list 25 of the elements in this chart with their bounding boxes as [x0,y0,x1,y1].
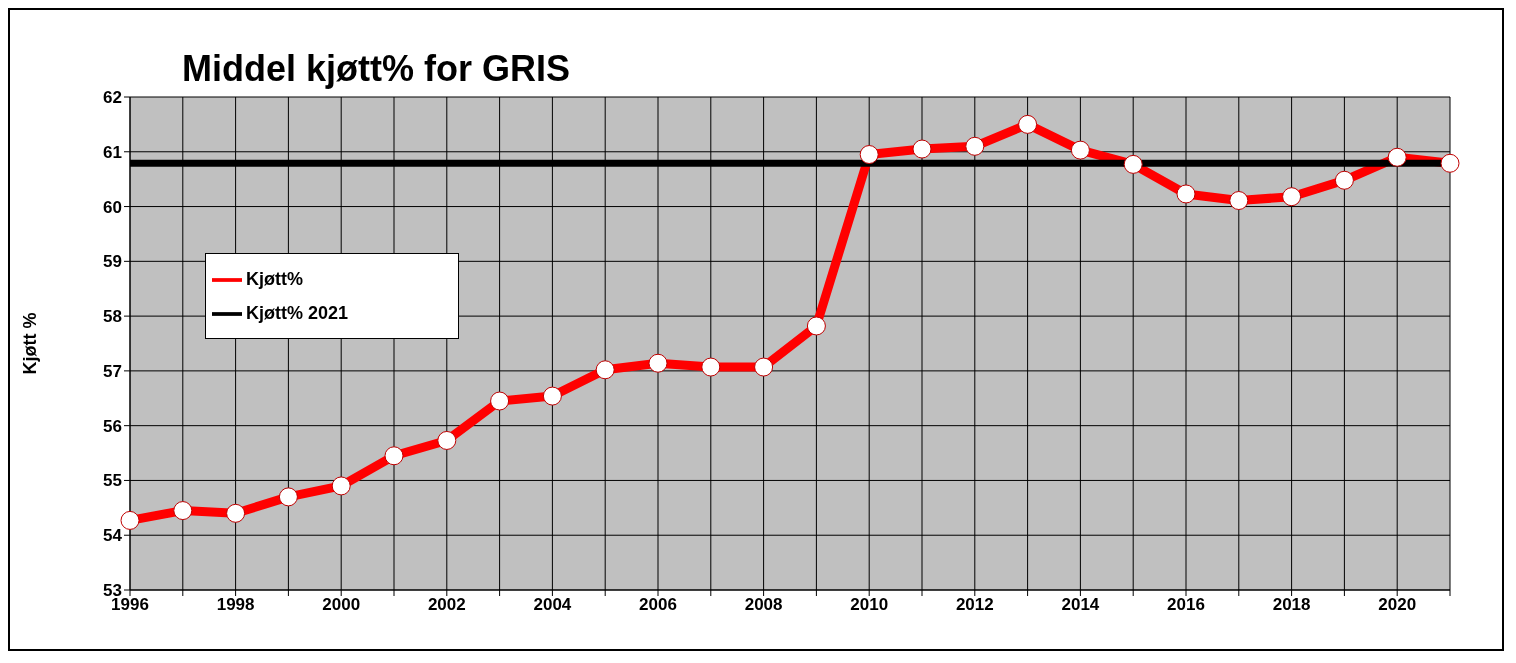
x-tick-label: 2012 [955,595,994,615]
legend-label: Kjøtt% 2021 [246,303,349,323]
y-tick-label: 57 [103,361,122,381]
x-tick-label: 2006 [639,595,677,615]
x-tick-label: 2014 [1061,595,1100,615]
y-tick-label: 55 [103,471,122,491]
y-tick-label: 59 [103,252,122,272]
y-tick-label: 62 [103,88,122,108]
x-tick-label: 2000 [322,595,361,615]
x-tick-label: 2004 [533,595,572,615]
y-axis-title: Kjøtt % [20,312,41,375]
legend-label: Kjøtt% [246,269,303,289]
x-tick-label: 2016 [1167,595,1205,615]
y-tick-label: 54 [103,526,123,546]
y-tick-label: 58 [103,307,122,327]
x-tick-label: 2010 [850,595,889,615]
x-tick-label: 2018 [1272,595,1311,615]
x-tick-label: 1998 [216,595,255,615]
y-tick-label: 60 [103,197,122,217]
y-tick-label: 56 [103,416,122,436]
chart-title: Middel kjøtt% for GRIS [182,48,571,90]
x-tick-label: 2002 [427,595,466,615]
x-tick-label: 2008 [744,595,783,615]
y-tick-label: 61 [103,142,122,162]
x-tick-label: 2020 [1378,595,1417,615]
